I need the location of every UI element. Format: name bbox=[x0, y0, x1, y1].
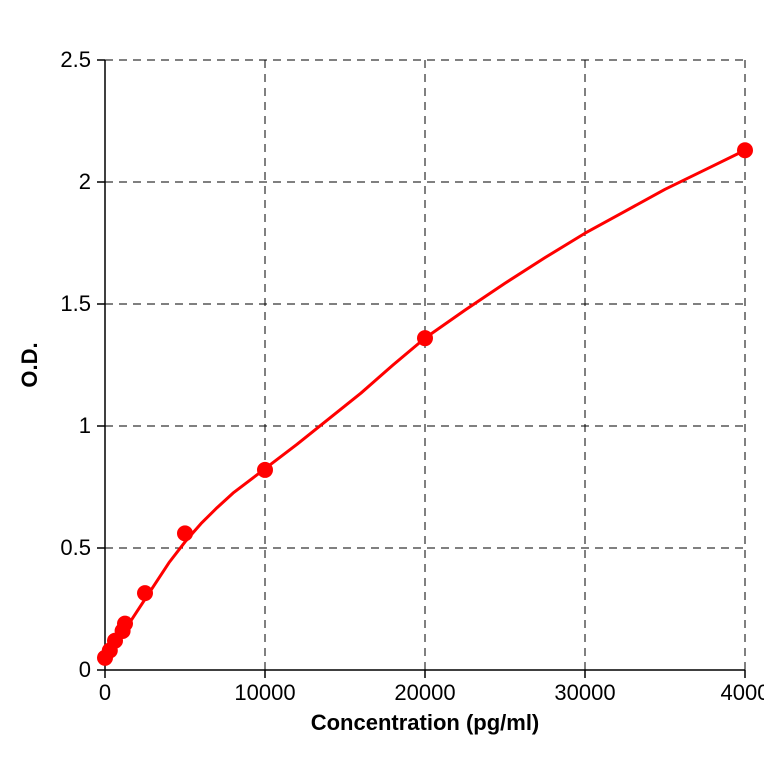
data-point bbox=[177, 525, 193, 541]
y-tick-label: 1 bbox=[79, 413, 91, 438]
x-tick-label: 30000 bbox=[554, 680, 615, 705]
x-tick-label: 4000 bbox=[721, 680, 764, 705]
x-tick-label: 20000 bbox=[394, 680, 455, 705]
data-point bbox=[137, 585, 153, 601]
x-tick-label: 0 bbox=[99, 680, 111, 705]
y-tick-label: 2 bbox=[79, 169, 91, 194]
data-point bbox=[737, 142, 753, 158]
x-tick-label: 10000 bbox=[234, 680, 295, 705]
data-point bbox=[117, 616, 133, 632]
y-tick-label: 0 bbox=[79, 657, 91, 682]
y-tick-label: 0.5 bbox=[60, 535, 91, 560]
data-point bbox=[417, 330, 433, 346]
y-tick-label: 2.5 bbox=[60, 47, 91, 72]
standard-curve-chart: 0100002000030000400000.511.522.5Concentr… bbox=[0, 0, 764, 764]
data-point bbox=[257, 462, 273, 478]
y-axis-label: O.D. bbox=[17, 342, 42, 387]
x-axis-label: Concentration (pg/ml) bbox=[311, 710, 540, 735]
y-tick-label: 1.5 bbox=[60, 291, 91, 316]
